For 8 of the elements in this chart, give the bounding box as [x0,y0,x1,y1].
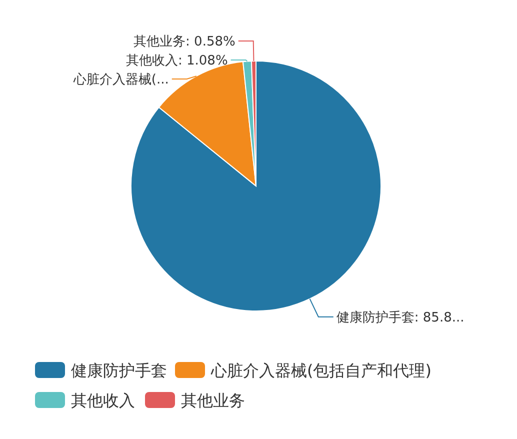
legend-label: 其他收入 [71,391,135,410]
data-label: 其他业务: 0.58% [134,34,236,50]
legend-label: 健康防护手套 [71,361,167,380]
legend-label: 心脏介入器械(包括自产和代理) [210,361,432,380]
legend-label: 其他业务 [181,391,245,410]
data-label: 心脏介入器械(... [72,72,169,88]
data-label: 健康防护手套: 85.8... [336,310,464,326]
data-label: 其他收入: 1.08% [126,54,228,69]
